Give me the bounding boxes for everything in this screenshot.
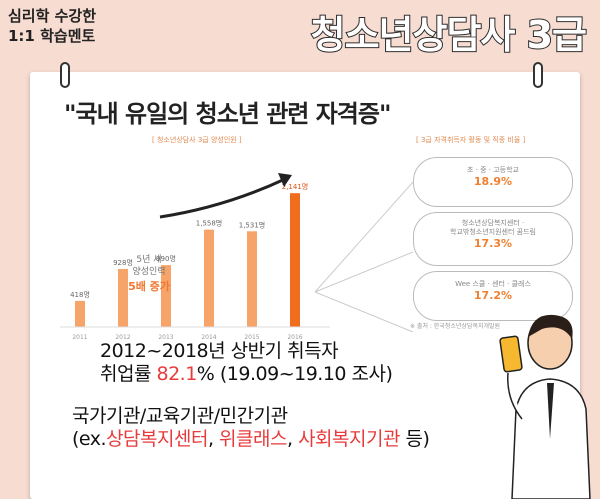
x-tick-label: 2014 (201, 334, 216, 341)
pill-pct: 17.3% (473, 237, 513, 250)
para1-line1: 2012~2018년 상반기 취득자 (100, 340, 339, 362)
para2-line1: 국가기관/교육기관/민간기관 (72, 405, 288, 427)
bar-value-label: 1,558명 (196, 219, 222, 228)
binder-pin-right (533, 62, 543, 88)
info-board: "국내 유일의 청소년 관련 자격증" [ 청소년상담사 3급 양성인원 ] [… (30, 72, 580, 499)
employment-rate: 82.1 (156, 363, 197, 385)
bar-2012 (118, 269, 128, 327)
bar-chart: 418명 2011 928명 2012 990명 2013 1,558명 2014 1,531명… (60, 173, 330, 341)
x-tick-label: 2012 (115, 334, 130, 341)
pill-school: 초 · 중 · 고등학교 18.9% (413, 157, 573, 207)
quote-title: "국내 유일의 청소년 관련 자격증" (64, 100, 391, 128)
tag-line-1: 심리학 수강한 (8, 7, 97, 25)
pill-pct: 17.2% (473, 289, 513, 302)
pill-text: 초 · 중 · 고등학교 (467, 166, 519, 174)
bar-value-label: 928명 (113, 258, 133, 267)
bar-2013 (161, 265, 171, 327)
employment-paragraph: 2012~2018년 상반기 취득자 취업률 82.1% (19.09~19.1… (100, 340, 393, 386)
pill-wee: Wee 스쿨 · 센터 · 클래스 17.2% (413, 271, 573, 321)
x-tick-label: 2016 (287, 334, 302, 341)
mentor-tag: 심리학 수강한 1:1 학습멘토 (8, 6, 96, 46)
bubble-line-1: 5년 새 (136, 255, 162, 265)
pill-text: Wee 스쿨 · 센터 · 클래스 (455, 280, 531, 288)
pill-pct: 18.9% (473, 175, 513, 188)
growth-bubble: 5년 새 양성인력 5배 증가 (110, 254, 188, 310)
trend-arrow (159, 177, 286, 219)
connector-lines (314, 181, 414, 333)
x-tick-label: 2013 (158, 334, 173, 341)
man-with-phone-illustration (499, 314, 591, 499)
para1-line2: 취업률 82.1% (19.09~19.10 조사) (100, 363, 393, 385)
page-headline: 청소년상담사 3급 (310, 12, 588, 58)
bar-2014 (204, 229, 214, 327)
bars-group: 418명 2011 928명 2012 990명 2013 1,558명 2014 1,531명… (60, 182, 330, 341)
bar-value-label: 418명 (70, 290, 90, 299)
x-tick-label: 2011 (72, 334, 87, 341)
bar-value-label: 1,531명 (239, 220, 265, 229)
bubble-line-2: 양성인력 (132, 267, 166, 277)
bubble-line-3: 5배 증가 (128, 280, 170, 293)
bar-2016 (290, 193, 300, 327)
binder-pin-left (60, 62, 70, 88)
bar-2011 (75, 300, 85, 327)
bar-2015 (247, 231, 257, 327)
institution-paragraph: 국가기관/교육기관/민간기관 (ex.상담복지센터, 위클래스, 사회복지기관 … (72, 405, 430, 451)
tag-line-2: 1:1 학습멘토 (8, 27, 96, 45)
source-note: ※ 출처 : 한국청소년상담복지개발원 (410, 323, 501, 330)
bar-value-label: 990명 (156, 254, 176, 263)
para2-line2: (ex.상담복지센터, 위클래스, 사회복지기관 등) (72, 428, 430, 450)
x-tick-label: 2015 (244, 334, 259, 341)
pill-text-2: 학교밖청소년지원센터 꿈드림 (450, 228, 536, 236)
side-caption: [ 3급 자격취득자 활동 및 직종 비율 ] (416, 136, 526, 144)
bar-value-label: 2,141명 (282, 182, 308, 191)
chart-caption: [ 청소년상담사 3급 양성인원 ] (152, 136, 242, 144)
pill-center: 청소년상담복지센터 · 학교밖청소년지원센터 꿈드림 17.3% (413, 212, 573, 266)
pill-text: 청소년상담복지센터 · (461, 219, 525, 227)
trend-arrow-head (278, 173, 292, 187)
